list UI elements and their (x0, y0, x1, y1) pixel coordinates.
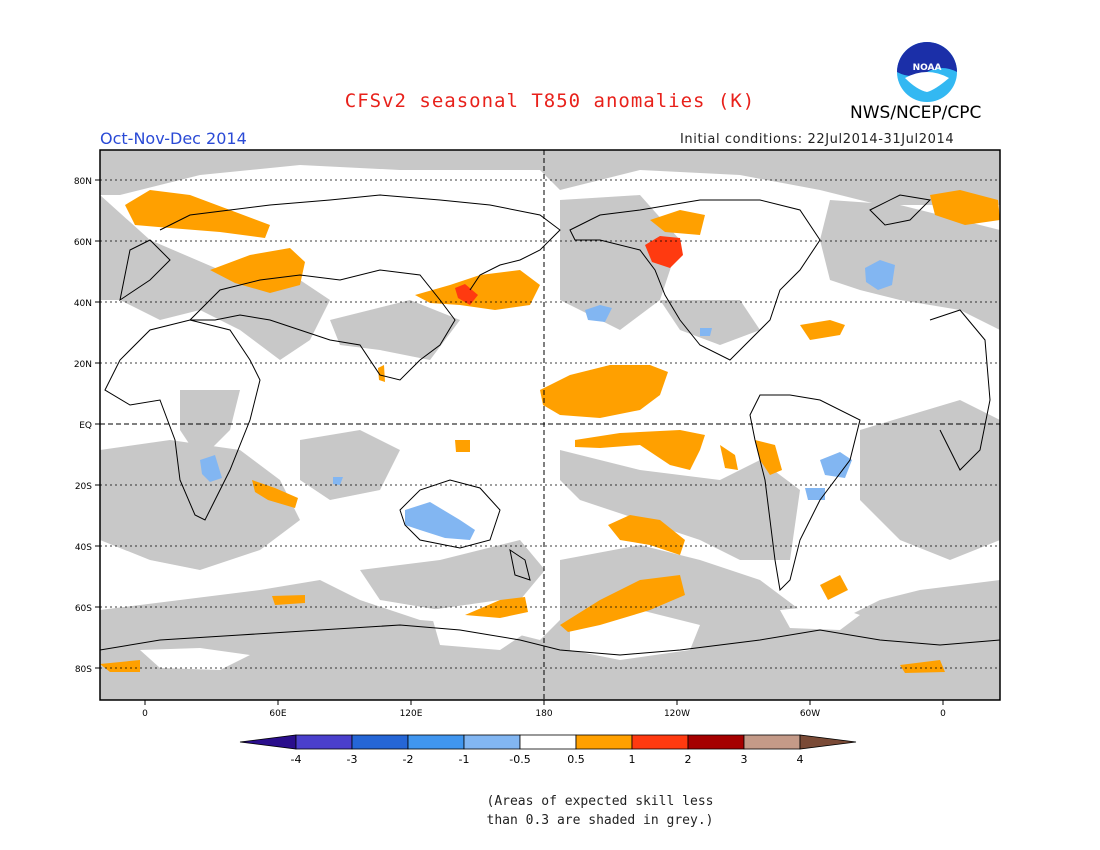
north-america-coast (569, 199, 821, 361)
colorbar-tick-label: -3 (347, 753, 358, 766)
colorbar-swatch (295, 734, 353, 750)
europe-coast (119, 239, 171, 302)
lon-label-60e: 60E (269, 709, 286, 719)
lat-label-40s: 40S (75, 543, 92, 553)
colorbar-swatch (687, 734, 745, 750)
lat-label-60n: 60N (74, 238, 92, 248)
colorbar-tick-label: -0.5 (509, 753, 530, 766)
lon-label-180: 180 (535, 709, 552, 719)
colorbar-tick-label: -4 (291, 753, 302, 766)
colorbar-tick-label: 1 (629, 753, 636, 766)
lat-label-40n: 40N (74, 299, 92, 309)
season-label: Oct-Nov-Dec 2014 (100, 129, 247, 148)
skill-note-line-1: (Areas of expected skill less (486, 794, 714, 809)
lat-label-20s: 20S (75, 482, 92, 492)
colorbar-swatch (463, 734, 521, 750)
africa-east-edge (929, 309, 991, 471)
colorbar-tick-label: -2 (403, 753, 414, 766)
noaa-logo-icon: NOAA (897, 42, 957, 102)
warm-anomalies (100, 190, 1000, 673)
new-zealand-coast (509, 548, 531, 581)
agency-label: NWS/NCEP/CPC (850, 103, 982, 123)
svg-text:NOAA: NOAA (913, 63, 942, 73)
colorbar-swatch (407, 734, 465, 750)
lon-label-120e: 120E (400, 709, 423, 719)
lon-label-0-right: 0 (940, 709, 946, 719)
colorbar (239, 734, 857, 750)
colorbar-tick-label: 0.5 (567, 753, 585, 766)
map-frame (99, 149, 1001, 701)
latitude-gridlines (100, 179, 1000, 669)
colorbar-swatch (519, 734, 577, 750)
arctic-eurasia-coast (159, 194, 561, 291)
greenland-coast (869, 194, 932, 226)
cool-anomalies (200, 260, 895, 540)
africa-coast (104, 319, 261, 521)
colorbar-swatch (351, 734, 409, 750)
colorbar-arrow-right (799, 734, 857, 750)
colorbar-swatch (575, 734, 633, 750)
chart-title: CFSv2 seasonal T850 anomalies (K) (344, 90, 756, 112)
strong-warm-anomalies (455, 236, 683, 305)
antarctica-coast (99, 624, 1001, 656)
colorbar-tick-label: 4 (797, 753, 804, 766)
colorbar-swatch (631, 734, 689, 750)
coastlines (99, 194, 1001, 656)
skill-note: (Areas of expected skill less than 0.3 a… (470, 792, 730, 830)
lat-label-80n: 80N (74, 177, 92, 187)
initial-conditions-label: Initial conditions: 22Jul2014-31Jul2014 (680, 132, 955, 147)
colorbar-tick-label: 3 (741, 753, 748, 766)
skill-note-line-2: than 0.3 are shaded in grey.) (486, 813, 714, 828)
longitude-labels: 0 60E 120E 180 120W 60W 0 (142, 709, 946, 719)
colorbar-arrow-left (239, 734, 297, 750)
lat-label-eq: EQ (79, 421, 92, 431)
axis-ticks (95, 179, 944, 705)
colorbar-tick-label: 2 (685, 753, 692, 766)
colorbar-tick-label: -1 (459, 753, 470, 766)
grey-skill-mask (100, 150, 1000, 700)
lat-label-60s: 60S (75, 604, 92, 614)
lon-label-0-left: 0 (142, 709, 148, 719)
south-america-coast (749, 394, 861, 592)
lon-label-60w: 60W (800, 709, 820, 719)
colorbar-labels: -4 -3 -2 -1 -0.5 0.5 1 2 3 4 (291, 753, 804, 766)
asia-south-coast (188, 269, 456, 381)
colorbar-swatch (743, 734, 801, 750)
latitude-labels: 80N 60N 40N 20N EQ 20S 40S 60S 80S (74, 177, 92, 675)
lat-label-20n: 20N (74, 360, 92, 370)
lat-label-80s: 80S (75, 665, 92, 675)
lon-label-120w: 120W (664, 709, 690, 719)
